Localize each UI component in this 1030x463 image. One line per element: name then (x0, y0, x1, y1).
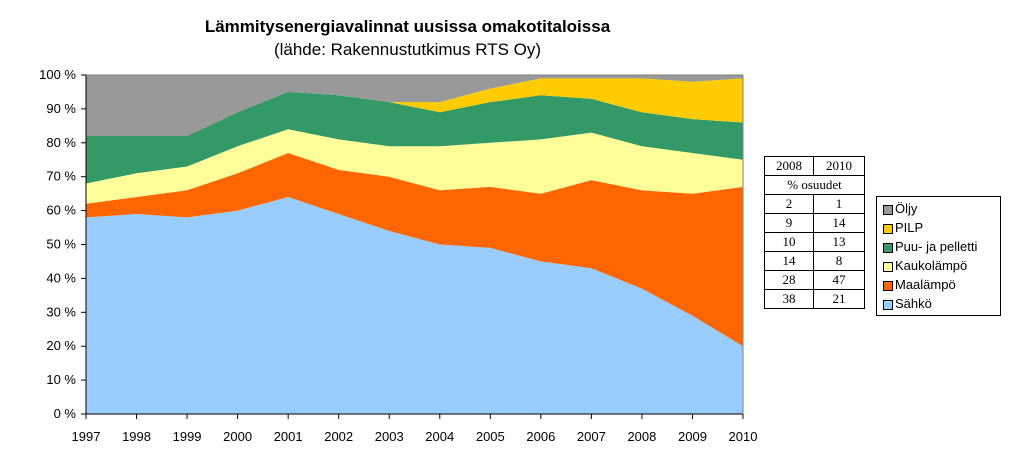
share-cell: 14 (813, 213, 865, 233)
area-series-öljy (86, 75, 743, 136)
share-table-header-2010: 2010 (813, 156, 865, 176)
table-row: 28 47 (764, 270, 865, 290)
legend-label: Puu- ja pelletti (895, 239, 978, 254)
legend-swatch (883, 205, 893, 215)
legend-swatch (883, 300, 893, 310)
y-tick-label: 70 % (46, 169, 76, 184)
axes-group: 0 % 10 % 20 % 30 % 40 % 50 % 60 % 70 % 80 % 90 % 1… (39, 67, 757, 444)
x-tick-label: 1998 (122, 429, 151, 444)
x-tick-label: 2002 (324, 429, 353, 444)
share-cell: 13 (813, 232, 865, 252)
share-cell: 1 (813, 194, 865, 214)
share-cell: 9 (764, 213, 814, 233)
x-tick-label: 1997 (72, 429, 101, 444)
area-series-puu-ja-pelletti (86, 91, 743, 184)
legend-label: Kaukolämpö (895, 258, 968, 273)
y-tick-label: 90 % (46, 101, 76, 116)
y-tick-label: 30 % (46, 304, 76, 319)
x-tick-label: 2010 (729, 429, 758, 444)
share-cell: 38 (764, 289, 814, 309)
chart-subtitle: (lähde: Rakennustutkimus RTS Oy) (273, 40, 542, 59)
x-tick-label: 2009 (678, 429, 707, 444)
legend: Öljy PILP Puu- ja pelletti Kaukolämpö Ma… (876, 196, 1001, 316)
share-cell: 21 (813, 289, 865, 309)
y-tick-label: 50 % (46, 237, 76, 252)
share-table-caption: % osuudet (764, 175, 865, 195)
x-tick-label: 2004 (425, 429, 454, 444)
legend-swatch (883, 281, 893, 291)
area-series-sähkö (86, 197, 743, 414)
table-row: 10 13 (764, 232, 865, 252)
share-cell: 14 (764, 251, 814, 271)
share-cell: 8 (813, 251, 865, 271)
legend-label: PILP (895, 220, 924, 235)
x-tick-label: 2001 (274, 429, 303, 444)
legend-label: Öljy (895, 201, 918, 216)
legend-swatch (883, 262, 893, 272)
table-row: 9 14 (764, 213, 865, 233)
x-tick-label: 2008 (627, 429, 656, 444)
legend-swatch (883, 243, 893, 253)
table-row: 14 8 (764, 251, 865, 271)
area-series-pilp (86, 78, 743, 136)
x-tick-label: 2006 (526, 429, 555, 444)
y-tick-label: 10 % (46, 372, 76, 387)
area-series-group (86, 75, 743, 414)
x-tick-label: 2003 (375, 429, 404, 444)
area-series-maalämpö (86, 153, 743, 347)
x-tick-label: 2007 (577, 429, 606, 444)
y-tick-label: 100 % (39, 67, 76, 82)
area-series-kaukolämpö (86, 129, 743, 204)
legend-label: Sähkö (895, 296, 932, 311)
y-tick-label: 80 % (46, 135, 76, 150)
x-tick-label: 2005 (476, 429, 505, 444)
y-tick-label: 0 % (54, 406, 77, 421)
y-tick-label: 20 % (46, 338, 76, 353)
legend-label: Maalämpö (895, 277, 956, 292)
share-cell: 47 (813, 270, 865, 290)
share-cell: 10 (764, 232, 814, 252)
legend-swatch (883, 224, 893, 234)
table-row: 2 1 (764, 194, 865, 214)
chart-title: Lämmitysenergiavalinnat uusissa omakotit… (204, 17, 611, 36)
x-tick-label: 2000 (223, 429, 252, 444)
y-tick-label: 60 % (46, 203, 76, 218)
share-cell: 2 (764, 194, 814, 214)
share-table: 2008 2010 % osuudet 2 1 9 14 10 13 14 8 … (764, 156, 865, 309)
y-tick-label: 40 % (46, 270, 76, 285)
table-row: 38 21 (764, 289, 865, 309)
share-table-header-2008: 2008 (764, 156, 814, 176)
share-cell: 28 (764, 270, 814, 290)
x-tick-label: 1999 (173, 429, 202, 444)
